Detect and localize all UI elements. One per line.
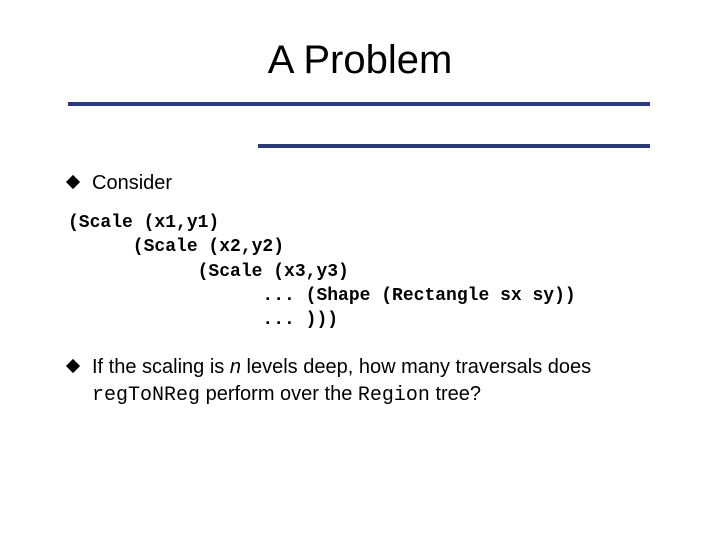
- bullet-question: If the scaling is n levels deep, how man…: [68, 354, 668, 409]
- divider-short: [258, 144, 650, 148]
- bullet-text-2: If the scaling is n levels deep, how man…: [92, 354, 668, 409]
- code-inline-regtonreg: regToNReg: [92, 384, 200, 407]
- text-italic-n: n: [230, 356, 241, 378]
- text-frag: tree?: [430, 383, 481, 405]
- code-block: (Scale (x1,y1) (Scale (x2,y2) (Scale (x3…: [68, 211, 668, 332]
- slide: A Problem Consider (Scale (x1,y1) (Scale…: [0, 0, 720, 540]
- divider-long: [68, 102, 650, 106]
- bullet-consider: Consider: [68, 170, 668, 197]
- page-title: A Problem: [268, 38, 453, 83]
- body: Consider (Scale (x1,y1) (Scale (x2,y2) (…: [68, 170, 668, 423]
- text-frag: levels deep, how many traversals does: [241, 356, 591, 378]
- bullet-icon: [66, 359, 80, 373]
- bullet-icon: [66, 175, 80, 189]
- bullet-text-1: Consider: [92, 170, 172, 197]
- title-wrap: A Problem: [0, 38, 720, 83]
- text-frag: If the scaling is: [92, 356, 230, 378]
- code-inline-region: Region: [358, 384, 430, 407]
- text-frag: perform over the: [200, 383, 358, 405]
